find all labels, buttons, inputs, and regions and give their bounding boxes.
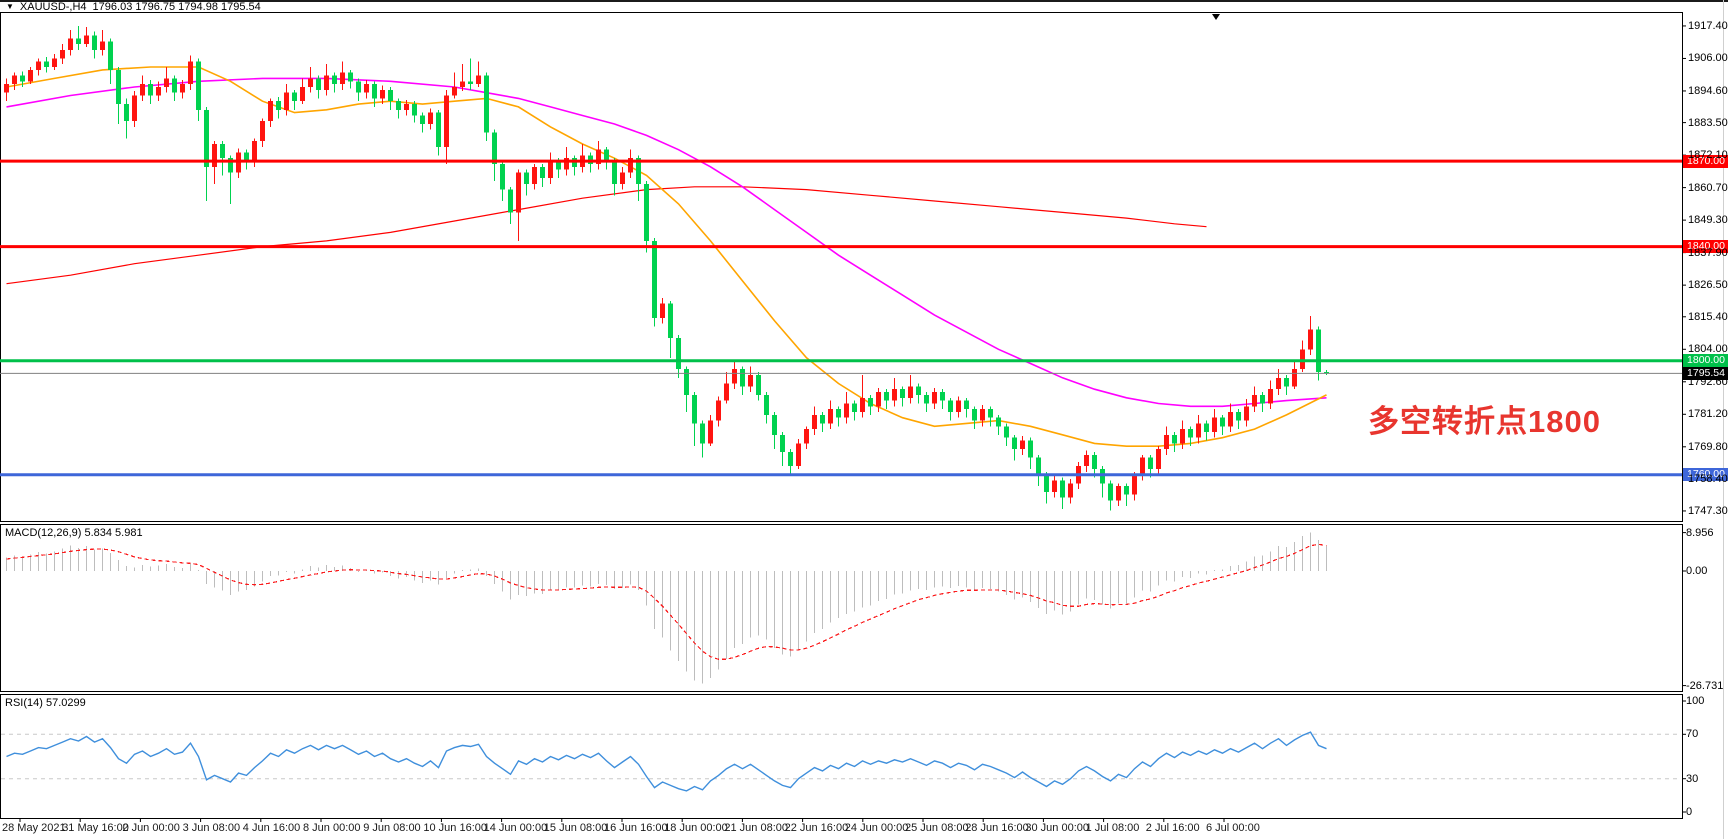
chart-shift-marker-icon[interactable] — [1212, 14, 1220, 20]
price-tick-label: 1804.00 — [1688, 343, 1728, 356]
macd-signal-line — [6, 543, 1327, 660]
time-axis-label[interactable]: 2 Jul 16:00 — [1145, 822, 1200, 834]
symbol-dropdown-icon[interactable]: ▼ — [6, 2, 14, 11]
price-badge-1870.00: 1870.00 — [1683, 154, 1728, 168]
price-tick-label: 1849.30 — [1688, 214, 1728, 227]
price-badge-1760.00: 1760.00 — [1683, 468, 1728, 482]
price-tick-label: 1860.70 — [1688, 181, 1728, 194]
macd-layer — [5, 532, 1328, 684]
price-tick-label: 1917.40 — [1688, 19, 1728, 32]
time-axis-label[interactable]: 3 Jun 08:00 — [182, 822, 241, 834]
ohlc-values: 1796.03 1796.75 1794.98 1795.54 — [92, 0, 261, 13]
macd-indicator-label: MACD(12,26,9) 5.834 5.981 — [5, 527, 143, 539]
price-tick-label: 1837.90 — [1688, 246, 1728, 259]
macd-tick-label: -26.731 — [1686, 679, 1724, 692]
chart-title: ▼ XAUUSD-,H4 1796.03 1796.75 1794.98 179… — [6, 0, 261, 13]
price-tick-label: 1872.10 — [1688, 149, 1728, 162]
price-tick-label: 1894.60 — [1688, 84, 1728, 97]
time-axis-label[interactable]: 14 Jun 00:00 — [483, 822, 548, 834]
time-axis-label[interactable]: 15 Jun 08:00 — [543, 822, 608, 834]
time-axis-label[interactable]: 25 Jun 08:00 — [905, 822, 969, 834]
price-badge-1795.54: 1795.54 — [1683, 366, 1728, 380]
rsi-indicator-label: RSI(14) 57.0299 — [5, 697, 86, 709]
price-tick-label: 1792.60 — [1688, 375, 1728, 388]
time-axis-label[interactable]: 8 Jun 00:00 — [303, 822, 361, 834]
time-axis-label[interactable]: 24 Jun 00:00 — [844, 822, 909, 834]
window-top-border — [0, 0, 1728, 2]
time-axis-label[interactable]: 10 Jun 16:00 — [423, 822, 488, 834]
price-tick-label: 1906.00 — [1688, 52, 1728, 65]
rsi-tick-label: 100 — [1686, 695, 1705, 707]
time-axis-label[interactable]: 30 Jun 00:00 — [1025, 822, 1090, 834]
symbol-timeframe-label: XAUUSD-,H4 — [19, 0, 87, 13]
price-tick-label: 1769.80 — [1688, 440, 1728, 453]
time-axis-label[interactable]: 4 Jun 16:00 — [242, 822, 301, 834]
time-axis-label[interactable]: 6 Jul 00:00 — [1206, 822, 1260, 834]
rsi-level-lines — [1, 733, 1681, 780]
time-axis-label[interactable]: 31 May 16:00 — [62, 822, 129, 834]
macd-tick-label: 8.956 — [1686, 526, 1714, 539]
rsi-line — [6, 731, 1327, 792]
price-tick-label: 1826.50 — [1688, 279, 1728, 292]
price-tick-label: 1747.30 — [1688, 504, 1728, 517]
time-axis-label[interactable]: 1 Jul 08:00 — [1085, 822, 1140, 834]
time-axis-label[interactable]: 16 Jun 16:00 — [604, 822, 668, 834]
price-badge-1840.00: 1840.00 — [1683, 240, 1728, 254]
rsi-tick-label: 0 — [1686, 806, 1693, 818]
macd-tick-label: 0.00 — [1686, 565, 1708, 577]
rsi-tick-label: 70 — [1686, 728, 1699, 741]
panel-frame[interactable] — [0, 694, 1683, 819]
price-badge-1800.00: 1800.00 — [1683, 354, 1728, 368]
time-axis-label[interactable]: 2 Jun 00:00 — [122, 822, 180, 834]
price-tick-label: 1815.40 — [1688, 310, 1728, 323]
time-axis-label[interactable]: 9 Jun 08:00 — [363, 822, 421, 834]
panel-frame[interactable] — [0, 524, 1683, 692]
time-axis-label[interactable]: 18 Jun 00:00 — [664, 822, 728, 834]
panel-frame[interactable] — [0, 12, 1683, 522]
time-axis-label[interactable]: 28 May 2021 — [2, 822, 66, 834]
time-axis-label[interactable]: 22 Jun 16:00 — [784, 822, 849, 834]
price-tick-label: 1758.40 — [1688, 473, 1728, 486]
time-axis-label[interactable]: 28 Jun 16:00 — [965, 822, 1029, 834]
time-axis-label[interactable]: 21 Jun 08:00 — [724, 822, 789, 834]
annotation-text[interactable]: 多空转折点1800 — [1368, 404, 1601, 439]
price-tick-label: 1781.20 — [1688, 408, 1728, 421]
price-tick-label: 1883.50 — [1688, 116, 1728, 129]
horizontal-lines[interactable] — [0, 159, 1682, 477]
rsi-tick-label: 30 — [1686, 772, 1699, 785]
ma-mid-magenta — [6, 77, 1327, 408]
